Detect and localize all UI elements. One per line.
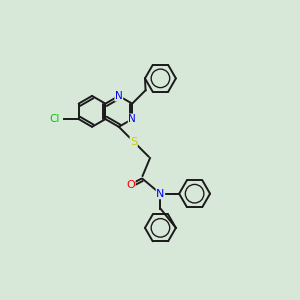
Text: O: O xyxy=(126,180,135,190)
Text: N: N xyxy=(156,189,165,199)
Text: S: S xyxy=(130,137,137,147)
Text: N: N xyxy=(128,114,136,124)
Text: N: N xyxy=(115,91,123,101)
Text: Cl: Cl xyxy=(49,114,59,124)
